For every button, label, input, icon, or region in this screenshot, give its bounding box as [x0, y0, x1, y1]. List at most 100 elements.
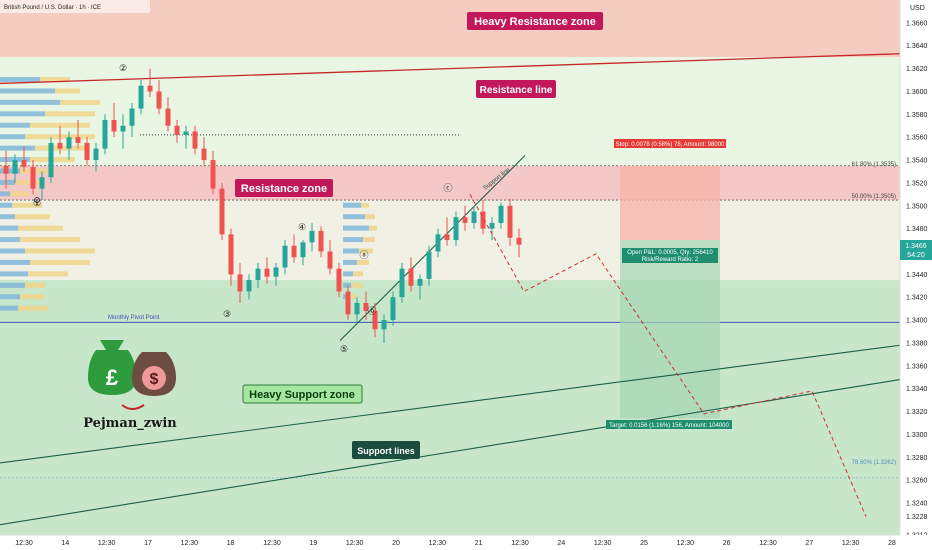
x-axis-ticks: 12:30 14 12:30 17 12:30 18 12:30 19 12:30 20 12:30…	[15, 540, 896, 547]
svg-text:Resistance zone: Resistance zone	[241, 183, 327, 195]
candle-body	[444, 234, 450, 241]
candle-body	[183, 131, 189, 135]
y-tick-label: 1.3560	[906, 135, 928, 142]
candle-body	[219, 188, 225, 235]
candle-body	[435, 234, 441, 252]
candle-body	[498, 205, 504, 223]
volume-bar-sell	[15, 214, 50, 220]
volume-bar-sell	[45, 111, 95, 117]
volume-bar-buy	[0, 168, 20, 174]
volume-bar-sell	[25, 282, 45, 288]
svg-text:1.3466: 1.3466	[905, 243, 927, 250]
mid-band-zone	[0, 200, 900, 281]
candle-body	[165, 108, 171, 126]
stop-info-box: Stop: 0.0078 (0.58%) 78, Amount: 98000	[614, 139, 726, 148]
candle-body	[399, 268, 405, 298]
volume-bar-sell	[20, 294, 45, 300]
x-tick-label: 12:30	[15, 540, 33, 547]
currency-label: USD	[910, 5, 925, 12]
candle-body	[255, 268, 261, 281]
candle-body	[201, 148, 207, 161]
volume-bar-buy	[0, 122, 30, 128]
monthly-pivot-label: Monthly Pivot Point	[108, 315, 160, 321]
svg-text:Risk/Reward Ratio: 2: Risk/Reward Ratio: 2	[642, 257, 699, 263]
volume-bar-buy	[0, 145, 35, 151]
wave-label: ②	[119, 63, 127, 73]
position-info-box: Open P&L: 0.0005, Qty: 256410 Risk/Rewar…	[622, 248, 718, 263]
y-tick-label: 1.3660	[906, 20, 928, 27]
volume-bar-sell	[361, 202, 369, 208]
candle-body	[426, 251, 432, 279]
svg-text:Target: 0.0156 (1.16%) 156, Am: Target: 0.0156 (1.16%) 156, Amount: 1040…	[609, 423, 729, 429]
svg-text:£: £	[106, 365, 119, 390]
fib-50-label: 50.00% (1.3505)	[852, 194, 896, 200]
x-tick-label: 14	[61, 540, 69, 547]
volume-bar-buy	[343, 202, 361, 208]
candle-body	[246, 280, 252, 292]
candle-body	[372, 310, 378, 330]
target-info-box: Target: 0.0156 (1.16%) 156, Amount: 1040…	[606, 420, 732, 429]
volume-bar-sell	[30, 122, 90, 128]
candle-body	[453, 217, 459, 241]
volume-bar-buy	[343, 214, 365, 220]
candlestick-series	[3, 68, 522, 343]
volume-bar-buy	[343, 225, 369, 231]
x-tick-label: 26	[723, 540, 731, 547]
symbol-title: British Pound / U.S. Dollar · 1h · ICE	[4, 5, 101, 11]
volume-bar-buy	[343, 271, 353, 277]
candle-body	[129, 108, 135, 126]
candle-body	[192, 131, 198, 149]
volume-bar-buy	[0, 282, 25, 288]
y-tick-label: 1.3540	[906, 158, 928, 165]
volume-bar-sell	[60, 99, 100, 105]
candle-body	[282, 245, 288, 268]
volume-bar-buy	[0, 88, 55, 94]
svg-text:Open P&L: 0.0005, Qty: 256410: Open P&L: 0.0005, Qty: 256410	[627, 250, 713, 256]
wave-label: ⓑ	[367, 306, 376, 316]
elliott-wave-labels: ② ① ③ ④ ⑤ ⓐ ⓑ ⓒ	[33, 63, 453, 354]
x-tick-label: 12:30	[677, 540, 695, 547]
volume-bar-sell	[55, 88, 80, 94]
volume-bar-buy	[0, 77, 40, 83]
candle-body	[327, 251, 333, 269]
volume-bar-buy	[0, 271, 28, 277]
volume-bar-sell	[20, 237, 80, 243]
y-tick-label: 1.3320	[906, 409, 928, 416]
svg-text:Heavy Support zone: Heavy Support zone	[249, 389, 355, 401]
volume-bar-buy	[0, 259, 30, 265]
x-tick-label: 12:30	[429, 540, 447, 547]
volume-bar-sell	[15, 179, 40, 185]
volume-bar-buy	[0, 191, 10, 197]
volume-bar-buy	[343, 248, 359, 254]
svg-text:Resistance line: Resistance line	[480, 85, 553, 96]
svg-text:Stop: 0.0078 (0.58%) 78, Amoun: Stop: 0.0078 (0.58%) 78, Amount: 98000	[616, 142, 725, 148]
projected-path	[469, 194, 867, 517]
volume-bar-buy	[0, 294, 20, 300]
volume-bar-sell	[365, 214, 375, 220]
candle-body	[507, 205, 513, 238]
wave-label: ④	[298, 222, 306, 232]
svg-text:Heavy Resistance zone: Heavy Resistance zone	[474, 16, 596, 28]
y-tick-label: 1.3340	[906, 386, 928, 393]
resistance-zone-label: Resistance zone	[235, 179, 333, 197]
fib-786-label: 78.60% (1.3262)	[852, 460, 896, 466]
volume-bar-sell	[363, 237, 375, 243]
x-tick-label: 12:30	[98, 540, 116, 547]
y-tick-label: 1.3360	[906, 363, 928, 370]
volume-bar-sell	[359, 248, 373, 254]
x-tick-label: 27	[805, 540, 813, 547]
support-lines-label: Support lines	[352, 441, 420, 459]
candle-body	[66, 137, 72, 149]
x-tick-label: 21	[475, 540, 483, 547]
upper-green-band	[0, 57, 900, 166]
y-tick-label: 1.3440	[906, 272, 928, 279]
wave-label: ⓐ	[359, 250, 368, 260]
candle-body	[21, 160, 27, 167]
short-term-support-line	[339, 155, 526, 342]
x-tick-label: 17	[144, 540, 152, 547]
x-tick-label: 19	[309, 540, 317, 547]
y-tick-label: 1.3620	[906, 66, 928, 73]
volume-bar-buy	[343, 237, 363, 243]
support-line-lower	[0, 378, 901, 526]
volume-bar-buy	[0, 134, 25, 140]
